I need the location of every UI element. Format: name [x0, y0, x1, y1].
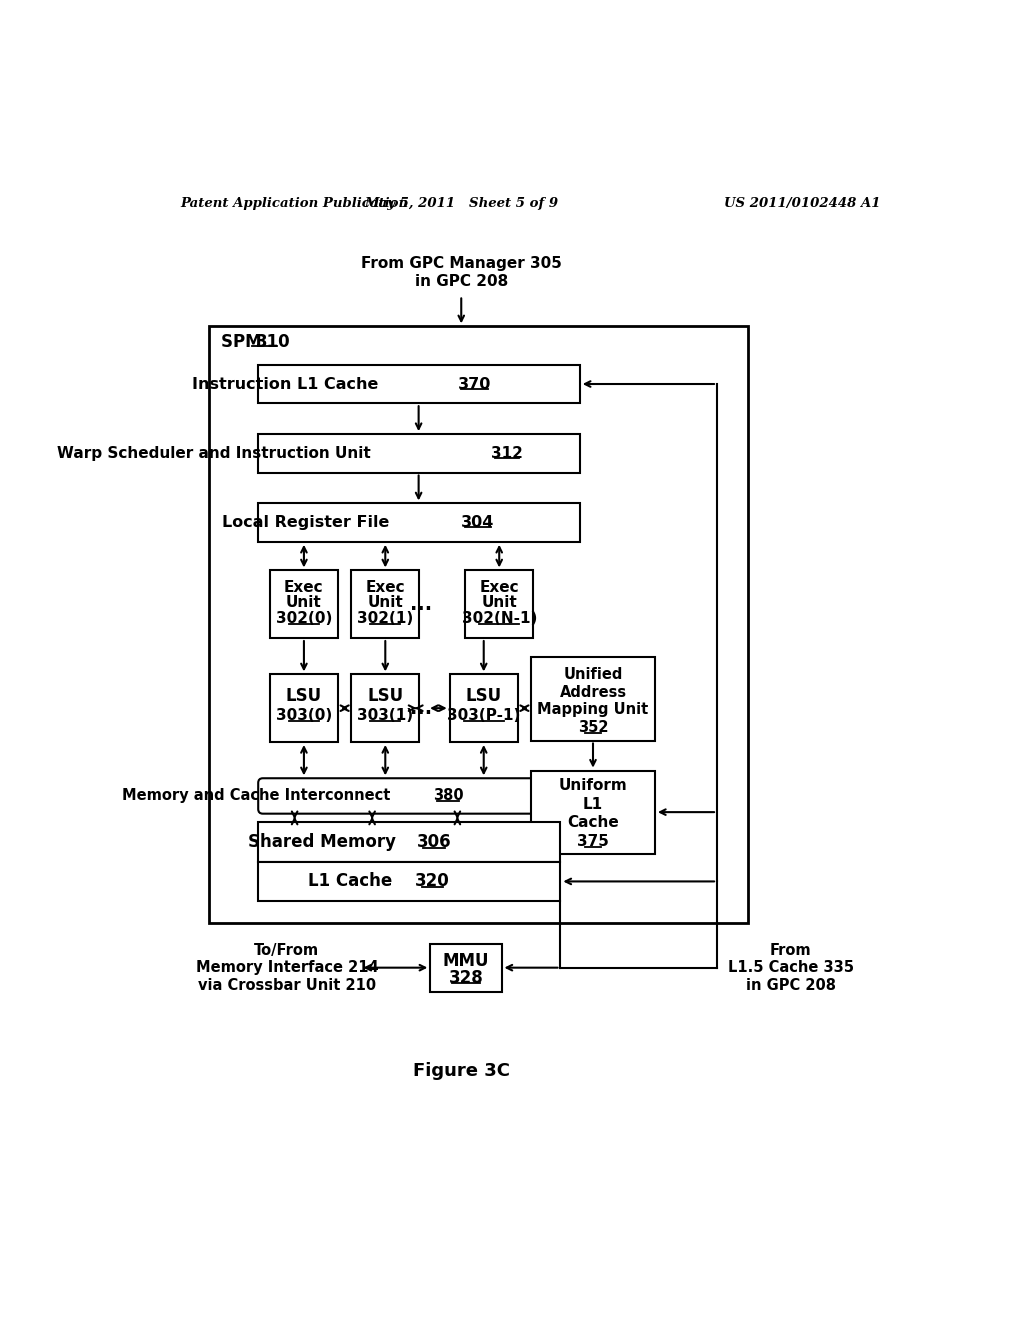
Text: Exec: Exec [284, 579, 324, 595]
Bar [258, 503, 580, 543]
Bar [258, 822, 560, 862]
Text: SPM: SPM [221, 333, 267, 351]
Bar [270, 570, 338, 638]
Text: 303(0): 303(0) [275, 709, 332, 723]
Text: 328: 328 [449, 969, 483, 986]
Bar [351, 675, 420, 742]
Text: 302(0): 302(0) [275, 611, 332, 627]
Text: 310: 310 [256, 333, 291, 351]
Text: Unified: Unified [563, 667, 623, 682]
Text: 302(1): 302(1) [357, 611, 414, 627]
Text: L1 Cache: L1 Cache [307, 873, 397, 891]
Bar [351, 570, 420, 638]
Bar [465, 570, 534, 638]
Text: 303(1): 303(1) [357, 709, 414, 723]
Text: 375: 375 [578, 834, 609, 849]
Text: 306: 306 [417, 833, 452, 851]
Text: ...: ... [410, 698, 432, 718]
Text: MMU: MMU [442, 952, 489, 970]
Text: 302(N-1): 302(N-1) [462, 611, 537, 627]
Text: Unit: Unit [368, 595, 403, 610]
Text: L1: L1 [583, 797, 603, 812]
Bar [531, 657, 655, 741]
Bar [258, 434, 580, 473]
Text: 312: 312 [492, 446, 523, 461]
Text: Patent Application Publication: Patent Application Publication [180, 197, 409, 210]
Text: Cache: Cache [567, 816, 618, 830]
Bar [258, 364, 580, 404]
Text: 370: 370 [458, 376, 492, 392]
Text: May 5, 2011   Sheet 5 of 9: May 5, 2011 Sheet 5 of 9 [365, 197, 558, 210]
Text: Local Register File: Local Register File [222, 515, 395, 531]
Text: Figure 3C: Figure 3C [413, 1061, 510, 1080]
Text: Mapping Unit: Mapping Unit [538, 702, 648, 717]
Text: Uniform: Uniform [559, 779, 628, 793]
Text: To/From
Memory Interface 214
via Crossbar Unit 210: To/From Memory Interface 214 via Crossba… [196, 942, 378, 993]
Text: ...: ... [410, 595, 432, 614]
Bar [430, 944, 502, 991]
Text: 320: 320 [415, 873, 450, 891]
Text: US 2011/0102448 A1: US 2011/0102448 A1 [724, 197, 881, 210]
Text: Instruction L1 Cache: Instruction L1 Cache [191, 376, 384, 392]
Bar [209, 326, 748, 923]
Text: Exec: Exec [479, 579, 519, 595]
Text: Exec: Exec [366, 579, 406, 595]
Text: Unit: Unit [286, 595, 322, 610]
Text: From GPC Manager 305
in GPC 208: From GPC Manager 305 in GPC 208 [360, 256, 562, 289]
Text: 352: 352 [578, 719, 608, 735]
Bar [258, 862, 560, 900]
Text: 380: 380 [433, 788, 464, 804]
Text: LSU: LSU [368, 686, 403, 705]
Bar [450, 675, 518, 742]
Text: 303(P-1): 303(P-1) [447, 709, 520, 723]
Text: From
L1.5 Cache 335
in GPC 208: From L1.5 Cache 335 in GPC 208 [728, 942, 854, 993]
Bar [531, 771, 655, 854]
Bar [270, 675, 338, 742]
Text: LSU: LSU [286, 686, 322, 705]
Text: Warp Scheduler and Instruction Unit: Warp Scheduler and Instruction Unit [57, 446, 376, 461]
Text: Memory and Cache Interconnect: Memory and Cache Interconnect [122, 788, 395, 804]
FancyBboxPatch shape [258, 779, 560, 813]
Text: Address: Address [559, 685, 627, 700]
Text: 304: 304 [461, 515, 495, 531]
Text: LSU: LSU [466, 686, 502, 705]
Text: Unit: Unit [481, 595, 517, 610]
Text: Shared Memory: Shared Memory [248, 833, 401, 851]
